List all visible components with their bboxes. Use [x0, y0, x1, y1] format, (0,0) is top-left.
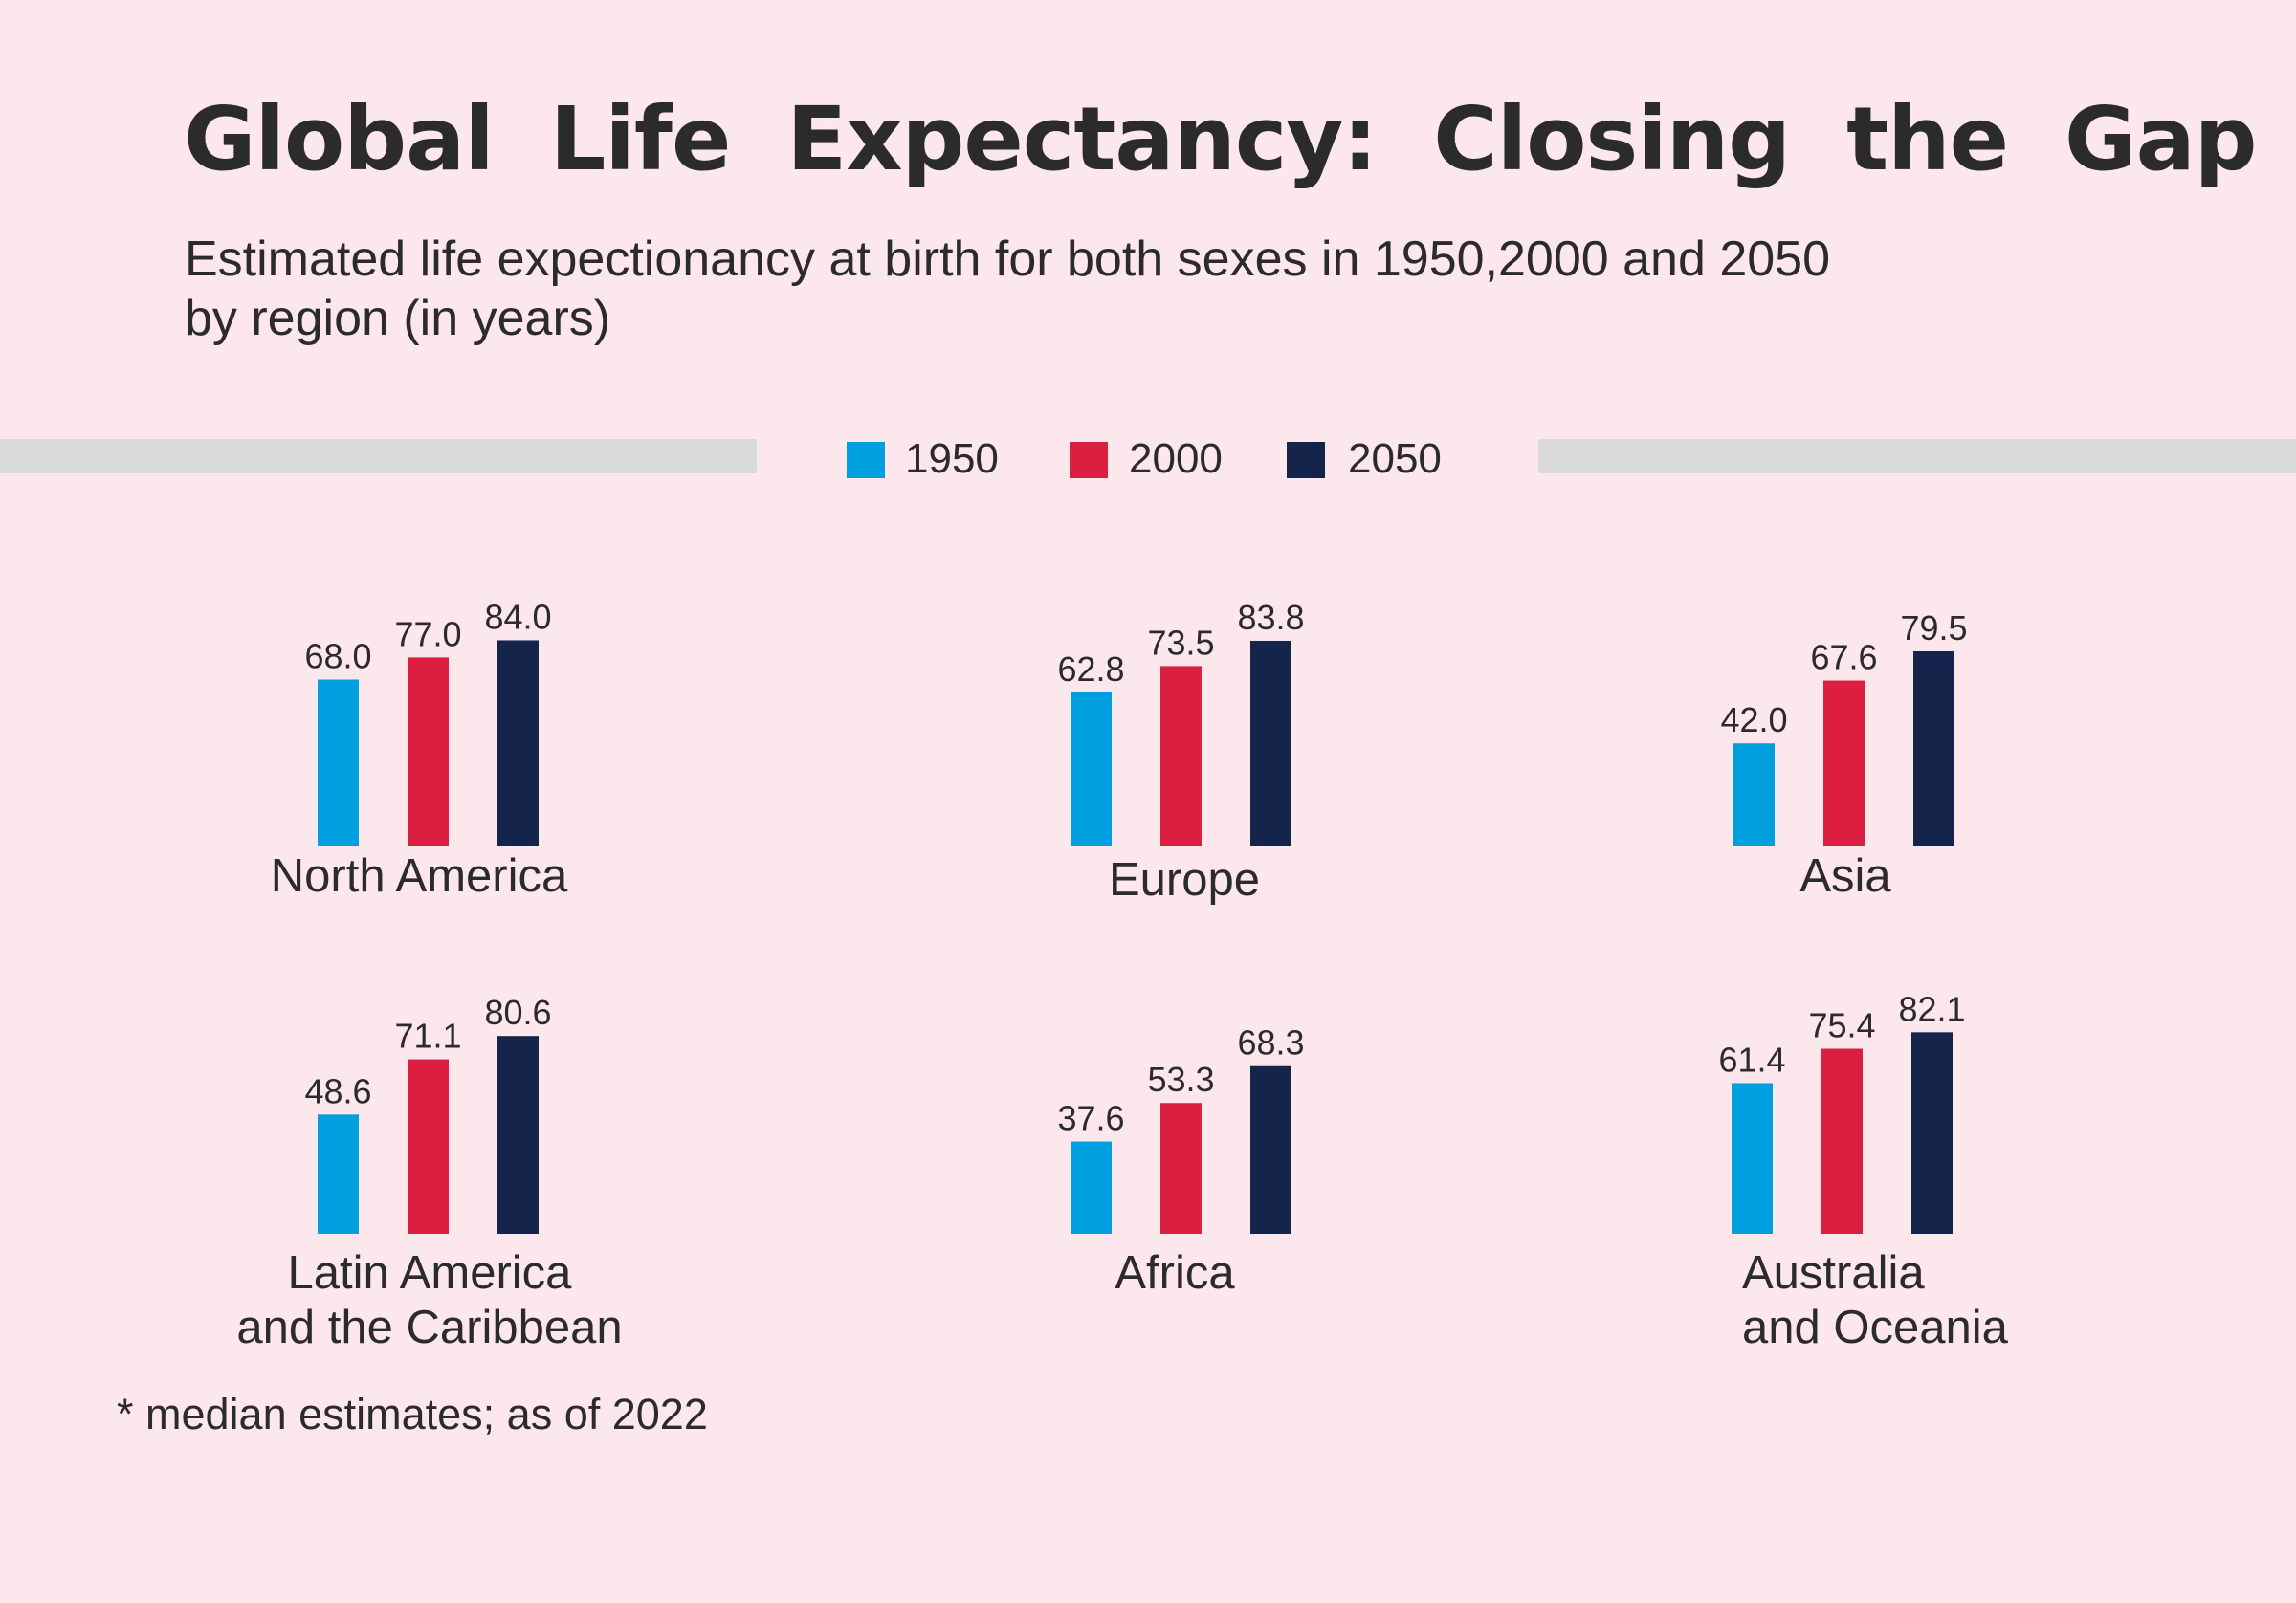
subtitle-line-1: Estimated life expectionancy at birth fo…: [185, 231, 1831, 287]
data-label: 77.0: [394, 614, 461, 653]
data-label: 48.6: [304, 1071, 371, 1110]
data-label: 84.0: [484, 597, 551, 636]
data-label: 82.1: [1898, 989, 1965, 1028]
bar-2050: [497, 640, 539, 846]
chart-title: Global Life Expectancy: Closing the Gap: [184, 88, 2258, 190]
region-label-line: Africa: [1115, 1247, 1235, 1299]
legend-swatch-1950: [847, 442, 885, 478]
data-label: 75.4: [1808, 1006, 1875, 1045]
data-label: 37.6: [1057, 1099, 1124, 1138]
legend-label-1950: 1950: [905, 435, 999, 482]
data-label: 62.8: [1057, 649, 1124, 689]
bar-1950: [1733, 743, 1775, 846]
bar-2050: [1911, 1032, 1953, 1234]
data-label: 80.6: [484, 993, 551, 1032]
region-label-line: Europe: [1108, 854, 1261, 906]
region-label-line: Asia: [1799, 850, 1891, 902]
data-label: 68.0: [304, 637, 371, 676]
legend-label-2000: 2000: [1129, 435, 1223, 482]
bar-2050: [1250, 1065, 1292, 1234]
footnote: * median estimates; as of 2022: [117, 1390, 708, 1438]
bar-2000: [1823, 680, 1865, 846]
bar-1950: [1071, 1141, 1112, 1234]
legend-swatch-2050: [1287, 442, 1325, 478]
bar-2000: [408, 1059, 449, 1234]
decorative-band-left: [0, 439, 757, 473]
bar-1950: [318, 1114, 359, 1234]
bar-2000: [1160, 1103, 1202, 1234]
bar-2000: [1160, 666, 1202, 846]
region-label-latin-america: Latin America and the Caribbean: [236, 1246, 622, 1355]
bar-1950: [318, 679, 359, 846]
region-label-asia: Asia: [1799, 849, 1890, 904]
region-label-europe: Europe: [1109, 853, 1260, 908]
region-label-australia-oceania: Australia and Oceania: [1742, 1246, 2008, 1355]
subtitle-line-2: by region (in years): [185, 291, 611, 346]
data-label: 73.5: [1147, 623, 1214, 662]
bar-2050: [1913, 651, 1954, 846]
data-label: 67.6: [1810, 638, 1877, 677]
data-label: 61.4: [1718, 1040, 1785, 1079]
legend-label-2050: 2050: [1348, 435, 1442, 482]
data-label: 68.3: [1237, 1023, 1304, 1063]
data-label: 42.0: [1720, 700, 1787, 739]
bar-2050: [497, 1036, 539, 1234]
data-label: 53.3: [1147, 1060, 1214, 1099]
region-label-line: Latin America: [287, 1247, 572, 1299]
data-label: 71.1: [394, 1017, 461, 1056]
region-label-line: and Oceania: [1742, 1302, 2008, 1353]
region-label-line: Australia: [1742, 1247, 1925, 1299]
region-label-line: and the Caribbean: [236, 1302, 623, 1353]
region-label-line: North America: [270, 850, 568, 902]
bar-2000: [408, 657, 449, 846]
chart-subtitle: Estimated life expectionancy at birth fo…: [185, 230, 2146, 348]
region-label-africa: Africa: [1115, 1246, 1234, 1301]
bar-2000: [1821, 1048, 1863, 1234]
decorative-band-right: [1538, 439, 2296, 473]
data-label: 79.5: [1900, 608, 1967, 648]
bar-2050: [1250, 640, 1292, 846]
region-label-north-america: North America: [271, 849, 567, 904]
bar-1950: [1071, 692, 1112, 846]
data-label: 83.8: [1237, 598, 1304, 637]
bar-1950: [1732, 1083, 1773, 1234]
legend-swatch-2000: [1070, 442, 1108, 478]
